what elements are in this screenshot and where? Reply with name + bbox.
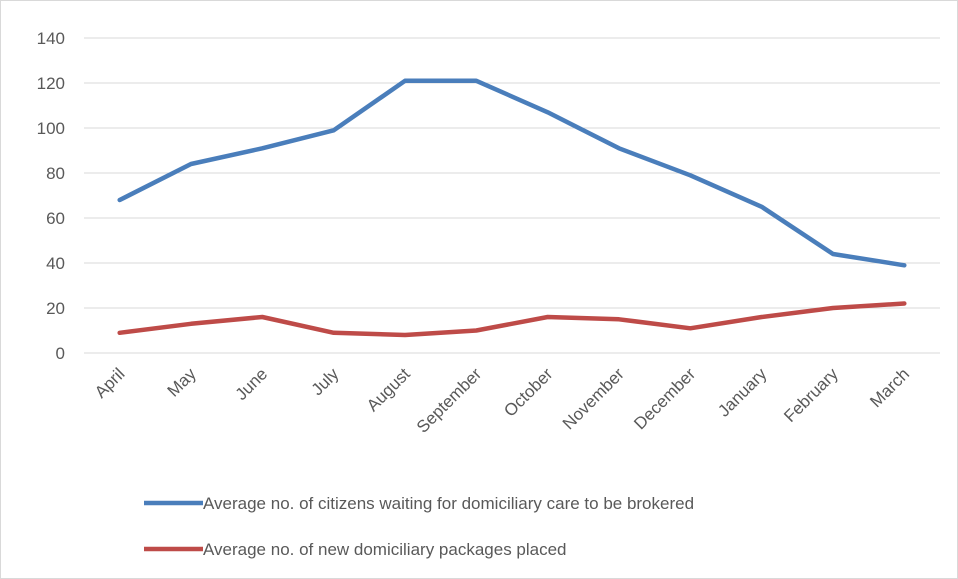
- series-lines: [117, 78, 907, 338]
- x-tick-label: January: [714, 364, 771, 421]
- y-tick-label: 140: [37, 29, 65, 48]
- x-tick-label: March: [866, 364, 913, 411]
- y-tick-label: 0: [56, 344, 65, 363]
- x-tick-label: June: [232, 364, 272, 404]
- x-tick-label: April: [91, 364, 128, 401]
- legend-label-1: Average no. of citizens waiting for domi…: [203, 494, 694, 513]
- x-tick-label: August: [363, 364, 414, 415]
- x-tick-label: October: [500, 364, 556, 420]
- legend: Average no. of citizens waiting for domi…: [144, 494, 694, 559]
- y-tick-label: 60: [46, 209, 65, 228]
- x-tick-label: February: [780, 364, 842, 426]
- gridlines: [84, 37, 940, 354]
- series-line-2: [117, 301, 907, 338]
- y-axis-tick-labels: 0 20 40 60 80 100 120 140: [37, 29, 65, 363]
- x-tick-label: May: [164, 364, 200, 400]
- x-tick-label: July: [308, 364, 343, 399]
- x-axis-tick-labels: April May June July August September October No…: [91, 364, 913, 437]
- y-tick-label: 100: [37, 119, 65, 138]
- y-tick-label: 20: [46, 299, 65, 318]
- x-tick-label: December: [630, 364, 699, 433]
- y-tick-label: 120: [37, 74, 65, 93]
- legend-label-2: Average no. of new domiciliary packages …: [203, 540, 567, 559]
- series-line-1: [117, 78, 907, 268]
- y-tick-label: 80: [46, 164, 65, 183]
- y-tick-label: 40: [46, 254, 65, 273]
- x-tick-label: November: [559, 364, 628, 433]
- x-tick-label: September: [413, 364, 485, 436]
